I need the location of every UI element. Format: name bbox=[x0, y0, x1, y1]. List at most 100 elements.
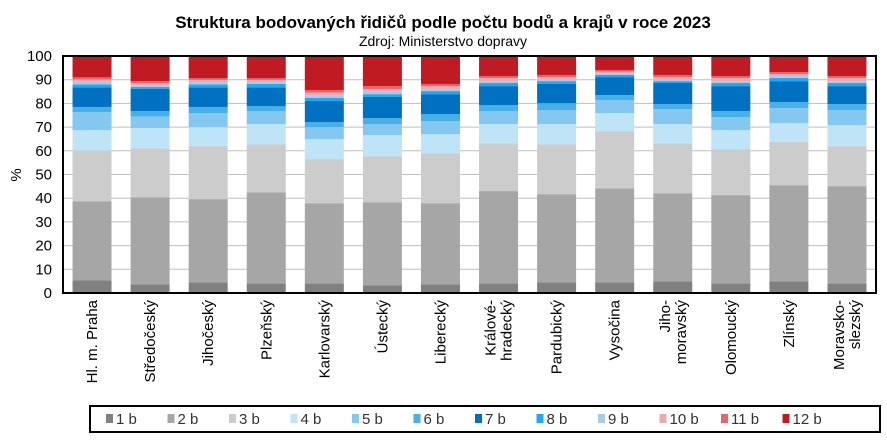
bar-segment-1b bbox=[479, 283, 519, 293]
bar-segment-12b bbox=[304, 56, 344, 91]
legend-label: 8 b bbox=[547, 411, 568, 428]
y-tick-label: 40 bbox=[35, 190, 52, 207]
bar-segment-7b bbox=[827, 86, 867, 105]
bar-segment-6b bbox=[479, 105, 519, 111]
bar-segment-6b bbox=[362, 118, 402, 125]
bar-segment-9b bbox=[304, 95, 344, 98]
legend-swatch bbox=[290, 414, 298, 423]
bar-segment-1b bbox=[420, 284, 460, 293]
bar-segment-8b bbox=[653, 81, 693, 84]
bar-segment-8b bbox=[304, 97, 344, 102]
bar-segment-3b bbox=[130, 148, 170, 198]
bar-segment-1b bbox=[537, 282, 577, 293]
bar-segment-3b bbox=[362, 156, 402, 203]
bar-segment-5b bbox=[188, 113, 228, 128]
bar-segment-10b bbox=[188, 79, 228, 83]
bar-segment-9b bbox=[420, 88, 460, 92]
bar-segment-7b bbox=[537, 83, 577, 104]
bar-segment-2b bbox=[130, 197, 170, 285]
bar-segment-10b bbox=[711, 78, 751, 82]
bar-segment-8b bbox=[769, 78, 809, 82]
bar-segment-6b bbox=[537, 103, 577, 111]
legend-label: 9 b bbox=[608, 411, 629, 428]
bar-segment-10b bbox=[420, 86, 460, 89]
bar-segment-11b bbox=[479, 76, 519, 79]
bar-segment-3b bbox=[711, 149, 751, 196]
legend-swatch bbox=[229, 414, 236, 423]
bar-segment-6b bbox=[246, 106, 286, 111]
bar-segment-5b bbox=[362, 124, 402, 136]
bar-segment-1b bbox=[72, 280, 112, 293]
y-tick-label: 30 bbox=[35, 214, 52, 231]
bar-segment-3b bbox=[304, 159, 344, 204]
legend-swatch bbox=[659, 414, 667, 423]
bar-segment-1b bbox=[769, 281, 809, 293]
x-tick-label: hradecký bbox=[499, 300, 516, 361]
legend-swatch bbox=[352, 414, 359, 423]
bar-segment-10b bbox=[595, 71, 635, 74]
bar-segment-11b bbox=[304, 90, 344, 93]
bar-segment-4b bbox=[827, 125, 867, 147]
legend-label: 4 b bbox=[301, 411, 322, 428]
bar-segment-5b bbox=[420, 121, 460, 135]
bar-segment-6b bbox=[769, 101, 809, 109]
bar-segment-9b bbox=[246, 81, 286, 84]
x-tick-label: Pardubický bbox=[549, 300, 566, 375]
x-tick-label: moravský bbox=[673, 300, 690, 365]
bar-segment-10b bbox=[246, 79, 286, 82]
bar-segment-11b bbox=[595, 69, 635, 72]
bar-segment-1b bbox=[595, 282, 635, 293]
bar-segment-2b bbox=[188, 199, 228, 283]
bar-segment-9b bbox=[130, 85, 170, 88]
bar-segment-6b bbox=[188, 106, 228, 114]
bar-segment-5b bbox=[595, 100, 635, 114]
y-tick-label: 100 bbox=[27, 48, 52, 65]
bar-segment-1b bbox=[827, 283, 867, 293]
legend-label: 6 b bbox=[424, 411, 445, 428]
bar-segment-7b bbox=[420, 94, 460, 115]
bar-segment-12b bbox=[711, 56, 751, 77]
bar-segment-11b bbox=[246, 78, 286, 80]
bar-segment-10b bbox=[362, 88, 402, 92]
bar-segment-8b bbox=[827, 83, 867, 87]
y-axis-label: % bbox=[8, 168, 25, 181]
bar-segment-1b bbox=[653, 281, 693, 293]
legend-swatch bbox=[475, 414, 482, 423]
chart-subtitle: Zdroj: Ministerstvo dopravy bbox=[359, 33, 527, 49]
bar-segment-4b bbox=[769, 123, 809, 143]
legend-label: 2 b bbox=[178, 411, 199, 428]
bar-segment-11b bbox=[711, 76, 751, 79]
bar-segment-2b bbox=[827, 186, 867, 284]
bar-segment-4b bbox=[653, 124, 693, 144]
bar-segment-11b bbox=[653, 74, 693, 78]
bar-segment-1b bbox=[188, 282, 228, 293]
bar-segment-3b bbox=[595, 131, 635, 189]
y-tick-label: 70 bbox=[35, 119, 52, 136]
bar-segment-6b bbox=[304, 122, 344, 128]
x-tick-label: Liberecký bbox=[432, 300, 449, 365]
bar-segment-10b bbox=[479, 78, 519, 82]
legend-label: 1 b bbox=[116, 411, 137, 428]
bar-segment-5b bbox=[479, 110, 519, 125]
bar-segment-6b bbox=[827, 104, 867, 111]
x-tick-label: Plzeňský bbox=[258, 300, 275, 361]
bar-segment-8b bbox=[595, 74, 635, 78]
bar-segment-5b bbox=[72, 112, 112, 131]
bar-segment-7b bbox=[711, 86, 751, 111]
bar-segment-11b bbox=[769, 72, 809, 75]
bar-segment-3b bbox=[827, 146, 867, 187]
bar-segment-6b bbox=[711, 110, 751, 118]
bar-segment-7b bbox=[653, 83, 693, 105]
legend-swatch bbox=[721, 414, 728, 423]
bar-segment-8b bbox=[188, 84, 228, 88]
bar-segment-6b bbox=[595, 95, 635, 101]
bar-segment-4b bbox=[420, 134, 460, 154]
y-tick-label: 0 bbox=[44, 285, 52, 302]
legend bbox=[89, 405, 881, 433]
bar-segment-8b bbox=[420, 91, 460, 95]
legend-label: 12 b bbox=[793, 411, 822, 428]
bar-segment-5b bbox=[537, 110, 577, 125]
y-tick-label: 20 bbox=[35, 238, 52, 255]
bar-segment-7b bbox=[72, 87, 112, 107]
bar-segment-4b bbox=[595, 113, 635, 132]
